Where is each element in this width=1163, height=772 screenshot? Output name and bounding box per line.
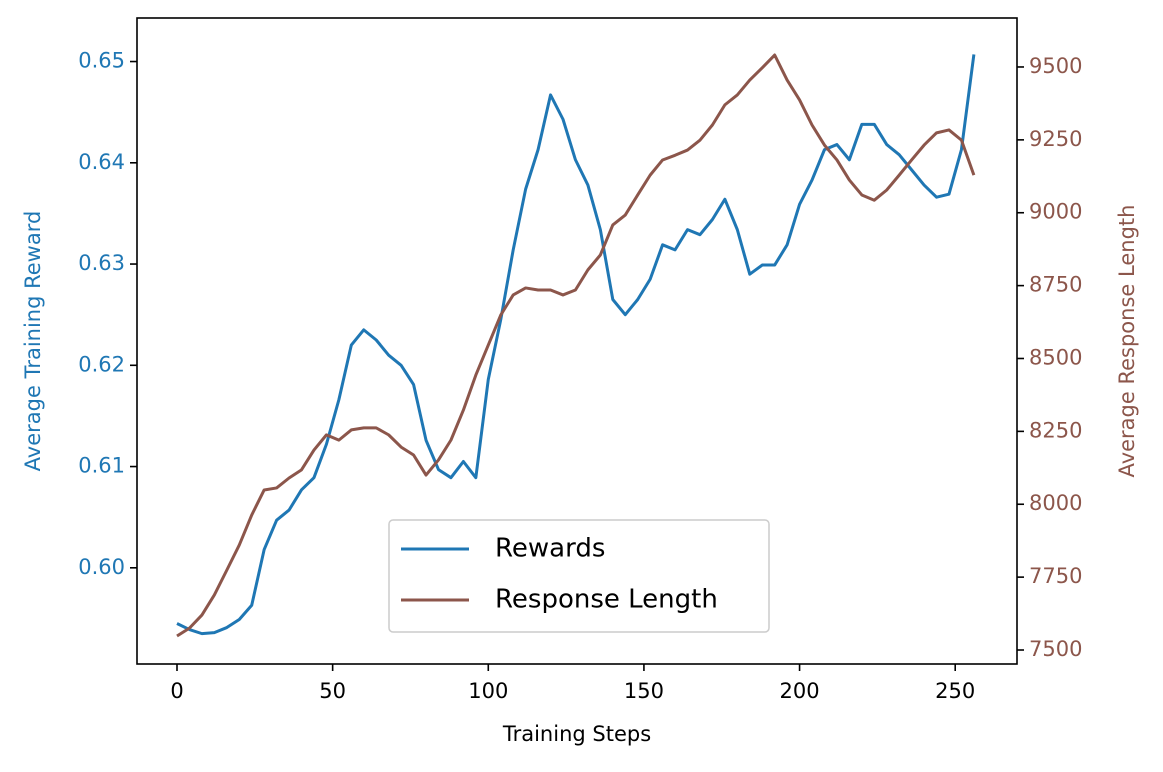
x-tick-label: 200 <box>780 679 820 703</box>
y-tick-label: 0.61 <box>78 454 125 478</box>
legend: Rewards Response Length <box>388 519 770 633</box>
y-tick-label: 0.63 <box>78 251 125 275</box>
x-axis-label: Training Steps <box>502 722 651 746</box>
y2-axis-label: Average Response Length <box>1115 205 1139 478</box>
series-line <box>176 53 976 638</box>
y-tick-label: 0.62 <box>78 352 125 376</box>
y-tick-label: 0.64 <box>78 150 125 174</box>
y2-tick-label: 8000 <box>1029 491 1082 515</box>
y-axis-label: Average Training Reward <box>21 211 45 472</box>
legend-label: Rewards <box>495 534 605 564</box>
y2-tick-label: 9000 <box>1029 200 1082 224</box>
x-tick-label: 100 <box>468 679 508 703</box>
y2-tick-label: 8250 <box>1029 418 1082 442</box>
y2-tick-label: 9500 <box>1029 54 1082 78</box>
legend-frame <box>388 519 770 633</box>
y-tick-label: 0.65 <box>78 49 125 73</box>
x-tick-label: 150 <box>624 679 664 703</box>
y2-tick-label: 8750 <box>1029 273 1082 297</box>
legend-label: Response Length <box>495 585 718 615</box>
plot-frame <box>136 17 1018 665</box>
x-tick-label: 0 <box>170 679 183 703</box>
y2-tick-label: 7750 <box>1029 564 1082 588</box>
y2-tick-label: 9250 <box>1029 127 1082 151</box>
y2-tick-label: 8500 <box>1029 345 1082 369</box>
y2-tick-label: 7500 <box>1029 637 1082 661</box>
x-tick-label: 250 <box>935 679 975 703</box>
x-tick-label: 50 <box>319 679 346 703</box>
series-line <box>176 54 976 636</box>
y-tick-label: 0.60 <box>78 555 125 579</box>
